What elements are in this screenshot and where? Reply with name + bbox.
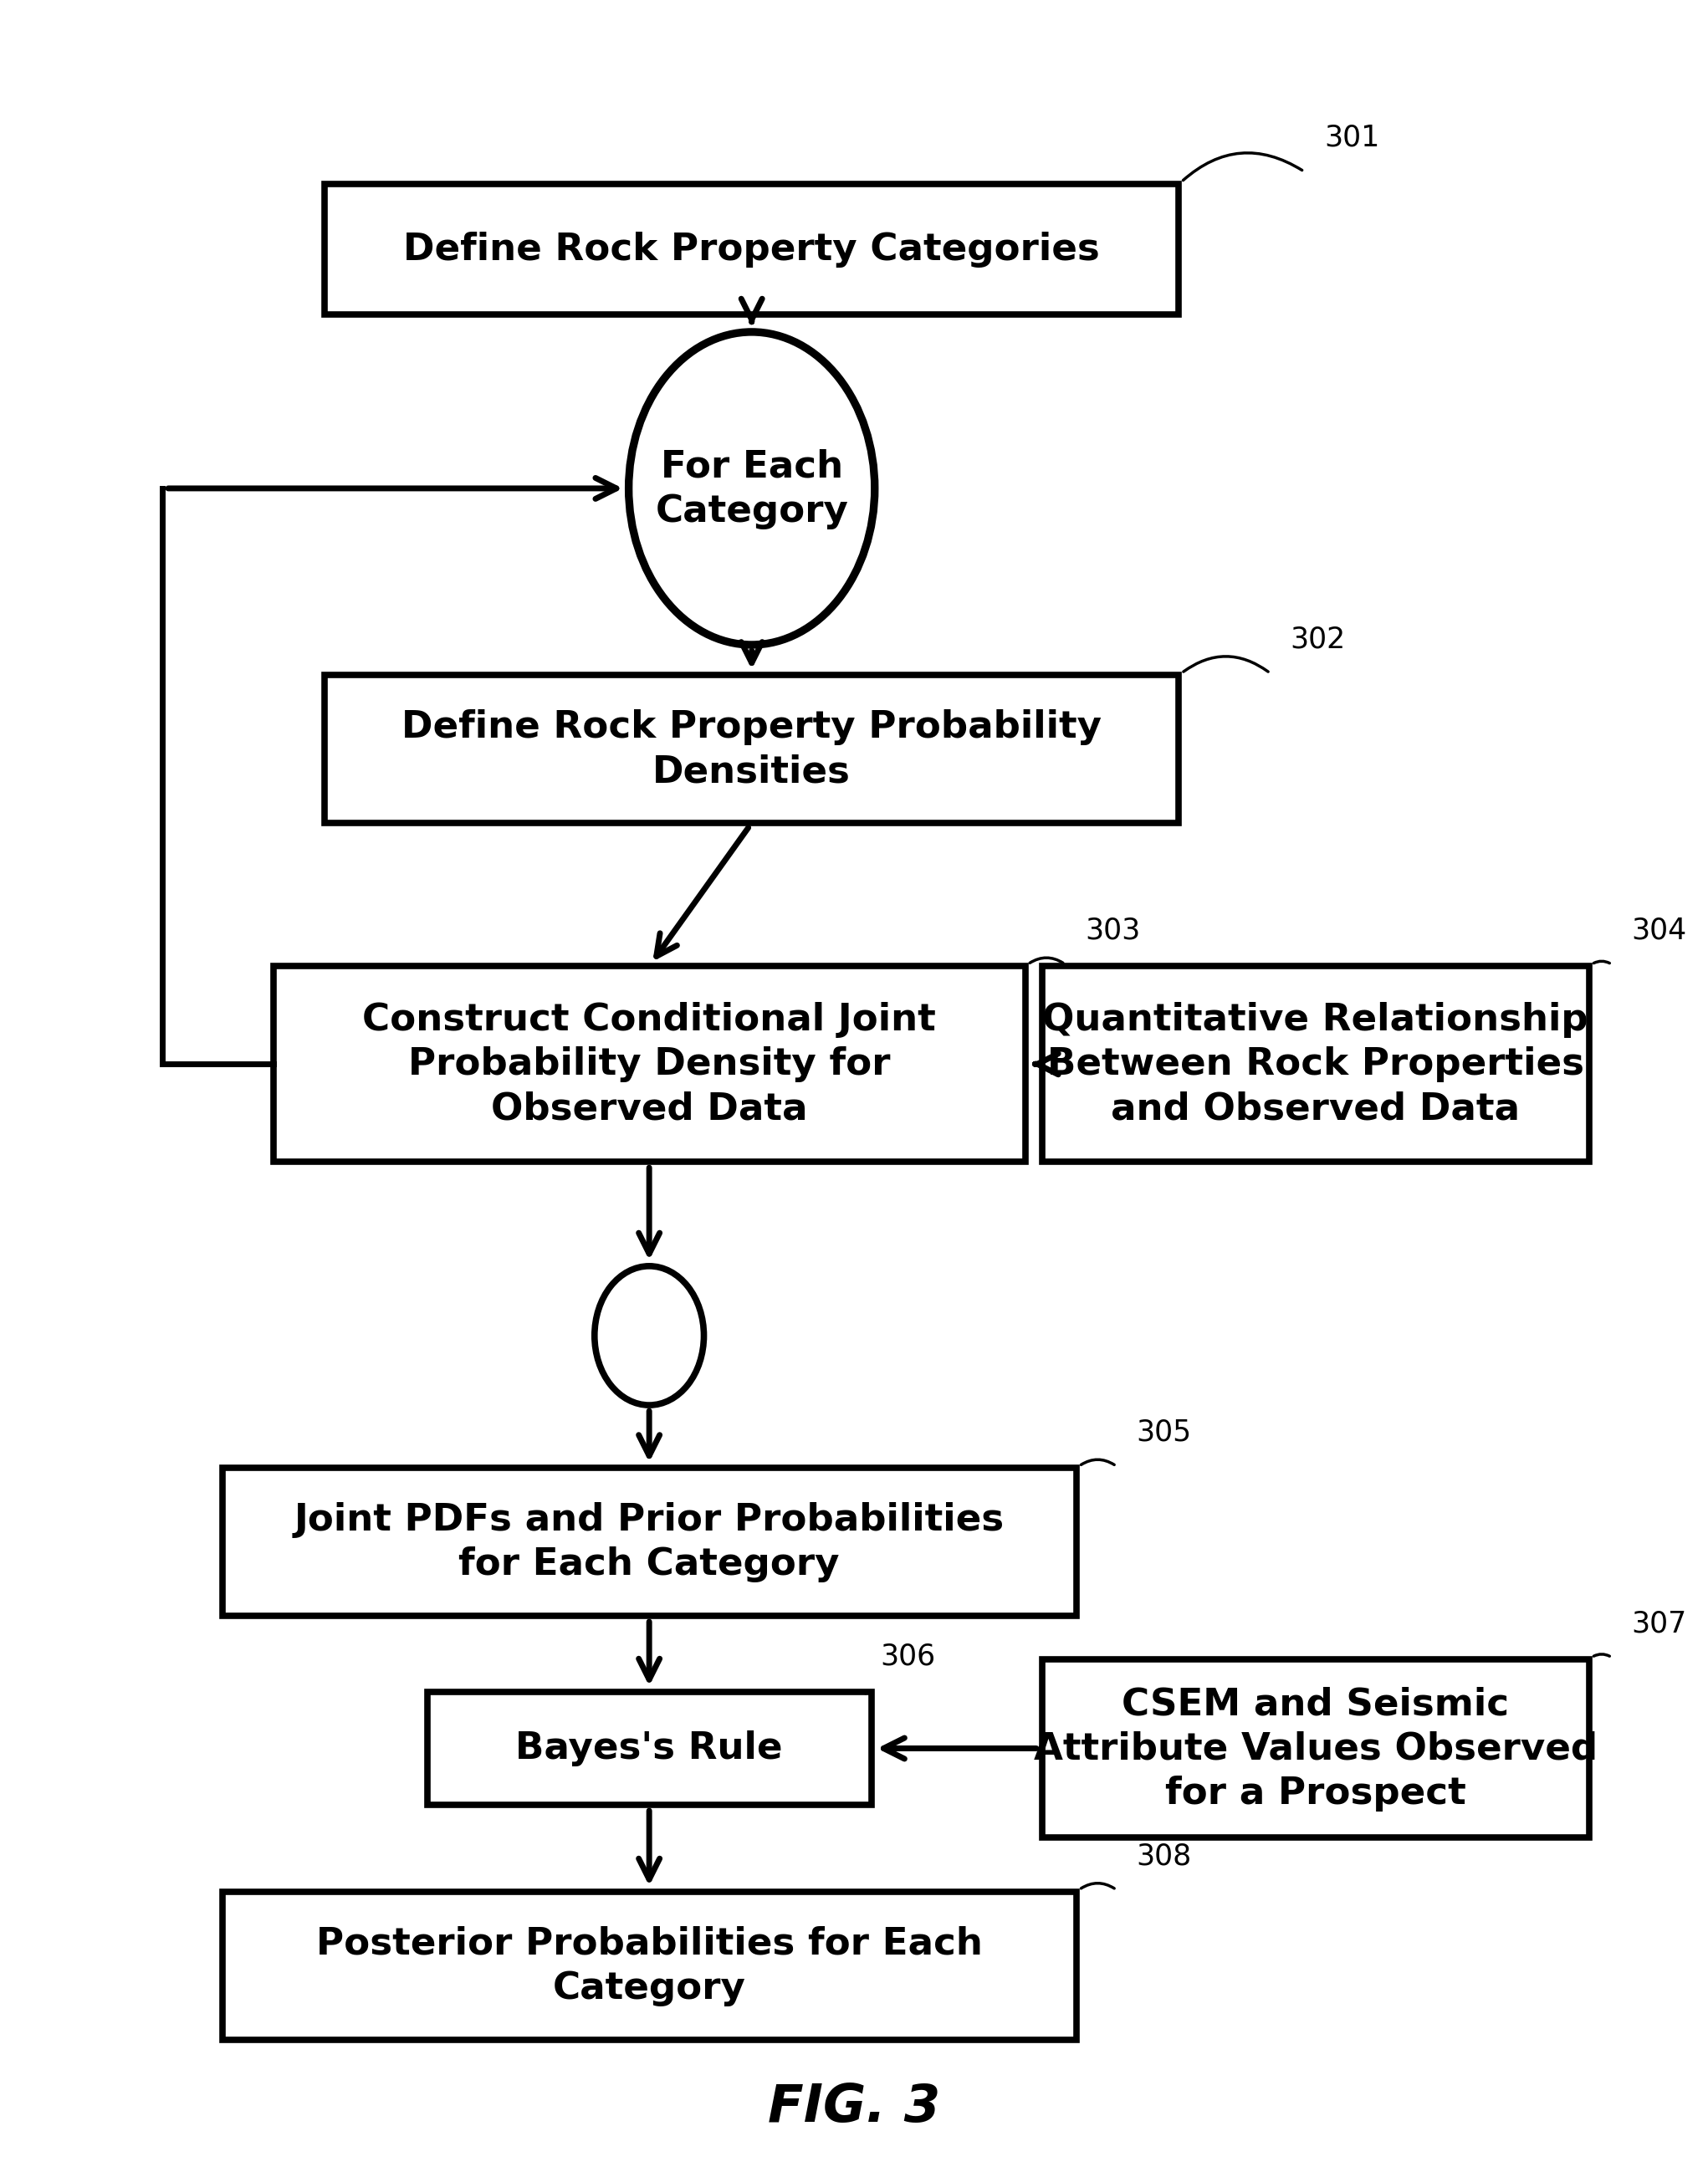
Text: 307: 307: [1631, 1609, 1686, 1638]
Text: 301: 301: [1324, 124, 1378, 152]
Text: Posterior Probabilities for Each
Category: Posterior Probabilities for Each Categor…: [316, 1924, 982, 2007]
FancyBboxPatch shape: [222, 1892, 1076, 2040]
Text: Construct Conditional Joint
Probability Density for
Observed Data: Construct Conditional Joint Probability …: [362, 1001, 936, 1127]
Text: 308: 308: [1136, 1842, 1190, 1870]
Text: CSEM and Seismic
Attribute Values Observed
for a Prospect: CSEM and Seismic Attribute Values Observ…: [1033, 1685, 1597, 1811]
Text: 306: 306: [880, 1642, 934, 1670]
Circle shape: [629, 332, 874, 645]
FancyBboxPatch shape: [325, 675, 1179, 823]
FancyBboxPatch shape: [1042, 1659, 1588, 1838]
FancyBboxPatch shape: [427, 1692, 871, 1805]
Text: Define Rock Property Probability
Densities: Define Rock Property Probability Densiti…: [401, 708, 1102, 791]
Text: 302: 302: [1290, 626, 1344, 654]
Text: Joint PDFs and Prior Probabilities
for Each Category: Joint PDFs and Prior Probabilities for E…: [294, 1501, 1004, 1583]
FancyBboxPatch shape: [1042, 967, 1588, 1162]
Text: For Each
Category: For Each Category: [654, 447, 849, 530]
Text: Bayes's Rule: Bayes's Rule: [516, 1731, 782, 1766]
Text: Define Rock Property Categories: Define Rock Property Categories: [403, 232, 1100, 267]
FancyBboxPatch shape: [325, 185, 1179, 315]
Circle shape: [594, 1266, 704, 1405]
Text: 303: 303: [1085, 917, 1139, 945]
Text: Quantitative Relationship
Between Rock Properties
and Observed Data: Quantitative Relationship Between Rock P…: [1042, 1001, 1588, 1127]
Text: 305: 305: [1136, 1418, 1190, 1447]
Text: 304: 304: [1631, 917, 1686, 945]
FancyBboxPatch shape: [273, 967, 1025, 1162]
Text: FIG. 3: FIG. 3: [769, 2081, 939, 2133]
FancyBboxPatch shape: [222, 1468, 1076, 1616]
